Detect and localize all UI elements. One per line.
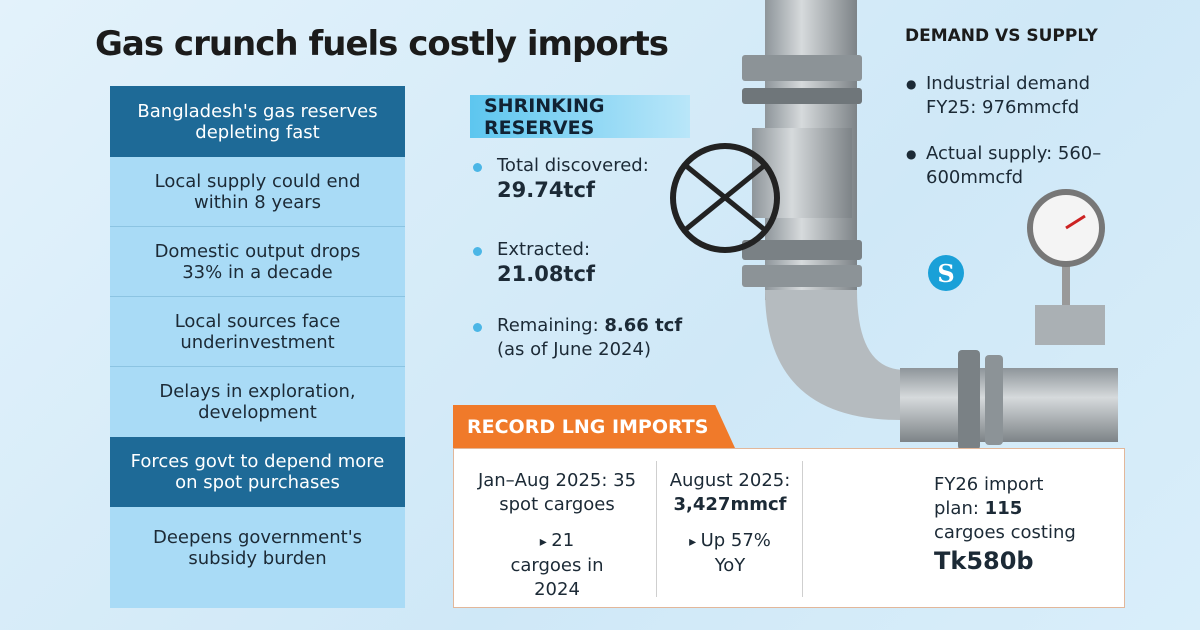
reserve-item: Remaining: 8.66 tcf (as of June 2024) <box>497 314 737 362</box>
lng-main: August 2025: <box>669 470 791 491</box>
divider <box>656 461 657 597</box>
panel-item: Delays in exploration, development <box>159 381 356 423</box>
panel-consequence: Forces govt to depend more on spot purch… <box>110 437 405 507</box>
reserve-value: 29.74tcf <box>497 178 596 202</box>
lng-cell: FY26 import plan: 115 cargoes costing Tk… <box>934 473 1094 573</box>
reserve-label: Remaining: <box>497 315 599 336</box>
reserve-label: Total discovered: <box>497 155 649 176</box>
panel-item: Domestic output drops 33% in a decade <box>110 227 405 297</box>
demand-heading: DEMAND VS SUPPLY <box>905 26 1098 46</box>
bullet <box>473 163 482 172</box>
panel-heading: Bangladesh's gas reserves depleting fast <box>110 86 405 157</box>
title: Gas crunch fuels costly imports <box>95 24 669 64</box>
lng-total: Tk580b <box>934 547 1034 575</box>
panel-item: Local sources face underinvestment <box>110 297 405 367</box>
divider <box>802 461 803 597</box>
reserve-note: (as of June 2024) <box>497 339 651 360</box>
lng-cell: August 2025: 3,427mmcf Up 57% YoY <box>662 469 798 578</box>
reserve-label: Extracted: <box>497 239 591 260</box>
reserves-heading: SHRINKING RESERVES <box>470 95 690 139</box>
reserve-item: Total discovered: 29.74tcf <box>497 154 697 204</box>
demand-text: Actual supply: 560–600mmcfd <box>926 143 1102 188</box>
lng-main: Jan–Aug 2025: 35 spot cargoes <box>477 470 637 515</box>
demand-item: Actual supply: 560–600mmcfd <box>906 142 1108 190</box>
bullet <box>473 323 482 332</box>
lng-value: 115 <box>984 498 1023 519</box>
lng-sub: 21 cargoes in 2024 <box>472 529 642 602</box>
lng-sub: Up 57% YoY <box>662 529 798 578</box>
logo: S <box>928 255 964 291</box>
lng-after: cargoes costing <box>934 522 1076 543</box>
lng-heading: RECORD LNG IMPORTS <box>453 405 735 448</box>
panel-item: Local supply could end within 8 years <box>110 157 405 227</box>
demand-item: Industrial demand FY25: 976mmcfd <box>906 72 1108 120</box>
reserve-value: 8.66 tcf <box>604 315 683 336</box>
lng-cell: Jan–Aug 2025: 35 spot cargoes 21 cargoes… <box>472 469 642 602</box>
demand-text: Industrial demand FY25: 976mmcfd <box>926 73 1091 118</box>
lng-main: FY26 import plan: <box>934 474 1044 519</box>
lng-box: Jan–Aug 2025: 35 spot cargoes 21 cargoes… <box>453 448 1125 608</box>
left-panel: Bangladesh's gas reserves depleting fast… <box>110 86 405 608</box>
reserve-item: Extracted: 21.08tcf <box>497 238 697 288</box>
reserve-value: 21.08tcf <box>497 262 596 286</box>
lng-value: 3,427mmcf <box>673 494 787 515</box>
panel-item: Deepens government's subsidy burden <box>152 527 363 569</box>
bullet <box>473 247 482 256</box>
